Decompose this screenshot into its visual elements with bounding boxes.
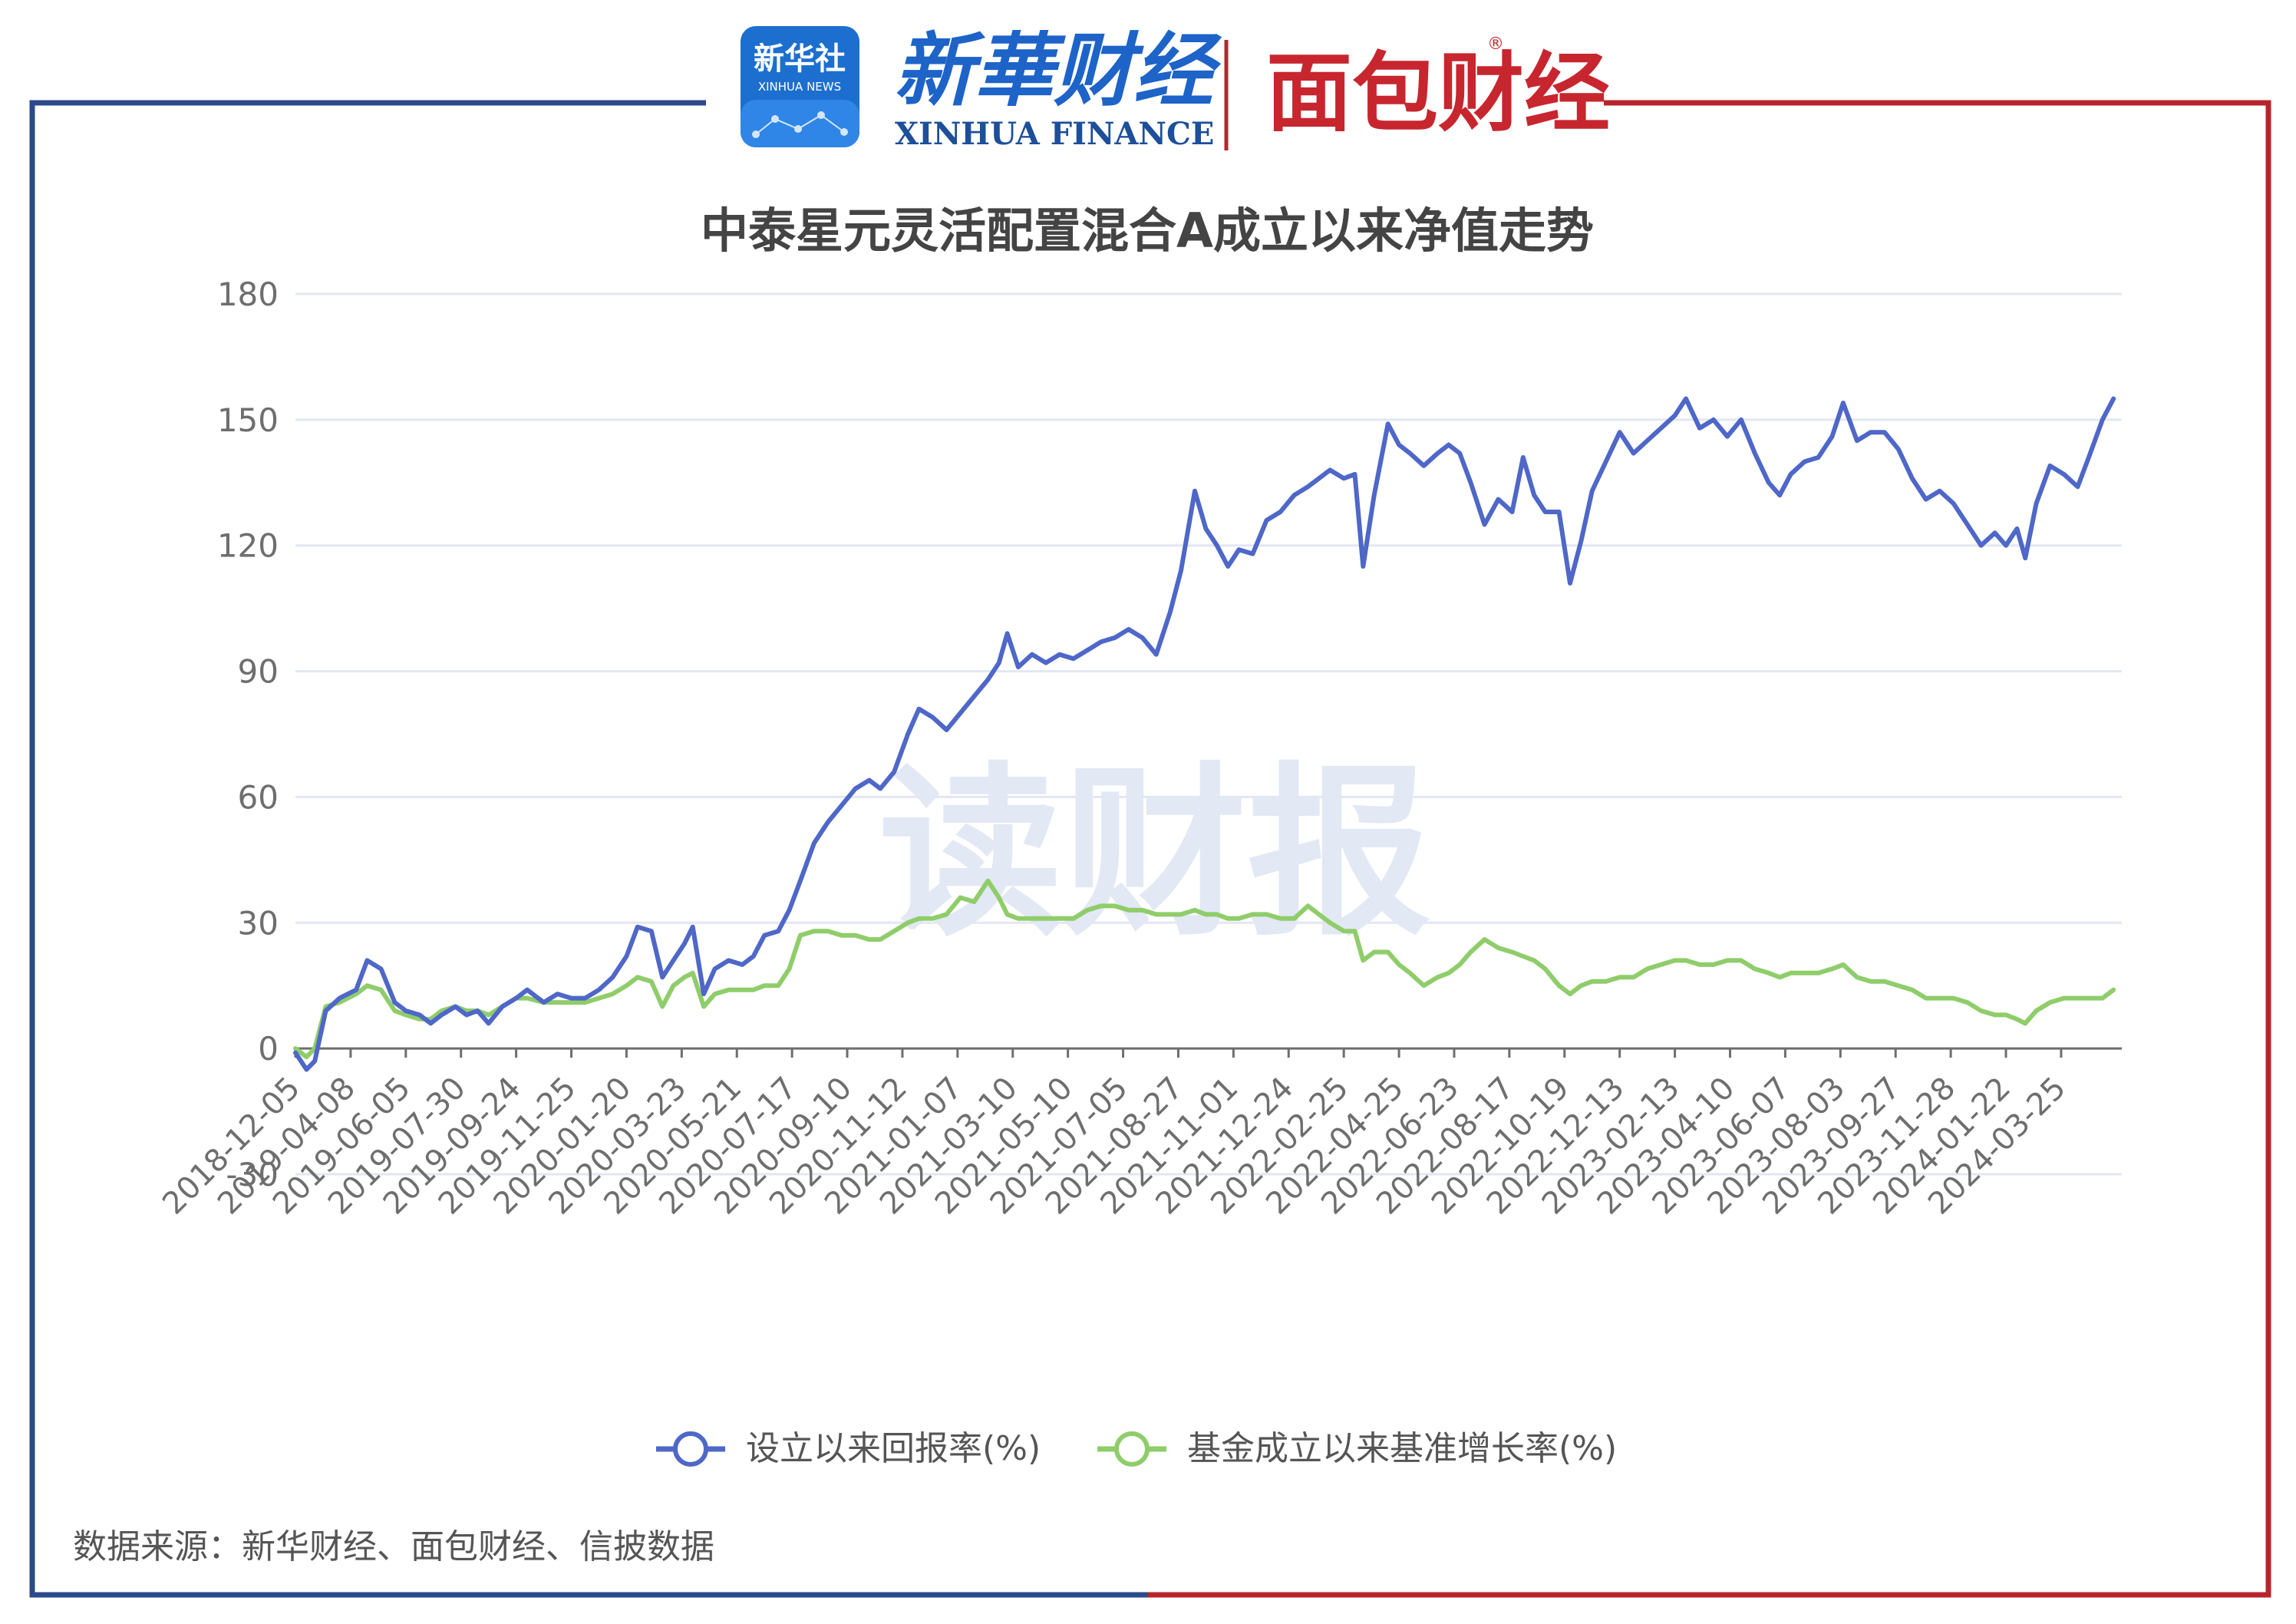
series-lines <box>293 396 2116 1072</box>
y-tick-label: -30 <box>226 1156 279 1193</box>
y-tick-label: 90 <box>238 653 279 691</box>
frame-left-border <box>29 100 1148 1598</box>
xinhua-finance-logo: 新華财经 XINHUA FINANCE <box>894 23 1222 152</box>
chart-title: 中泰星元灵活配置混合A成立以来净值走势 <box>701 203 1594 259</box>
series-line-benchmark <box>293 878 2116 1060</box>
y-tick-label: 0 <box>258 1030 279 1068</box>
y-tick-label: 30 <box>238 904 279 942</box>
series-line-return <box>293 396 2116 1072</box>
x-axis-ticks: 2018-12-052019-04-082019-06-052019-07-30… <box>156 1048 2073 1222</box>
xinhua-news-badge-text: 新华社 <box>754 41 846 77</box>
xinhua-news-logo: 新华社 XINHUA NEWS <box>741 26 859 147</box>
source-note: 数据来源：新华财经、面包财经、信披数据 <box>73 1527 714 1566</box>
xinhua-finance-en-text: XINHUA FINANCE <box>895 116 1214 152</box>
legend-label-benchmark: 基金成立以来基准增长率(%) <box>1187 1429 1617 1468</box>
y-tick-label: 60 <box>238 778 279 816</box>
y-tick-label: 120 <box>217 527 279 565</box>
legend-item-benchmark[interactable]: 基金成立以来基准增长率(%) <box>1097 1429 1617 1468</box>
y-tick-label: 150 <box>217 401 279 439</box>
xinhua-finance-cn-text: 新華财经 <box>894 23 1222 117</box>
frame-right-border <box>1148 100 2271 1598</box>
watermark: 读财报 <box>879 746 1431 961</box>
mianbao-logo-text: 面包财经 <box>1266 44 1610 144</box>
mianbao-finance-logo: 面包财经 ® <box>1266 35 1610 144</box>
legend-label-return: 设立以来回报率(%) <box>746 1429 1041 1468</box>
xinhua-news-sub-text: XINHUA NEWS <box>758 80 841 94</box>
y-axis-ticks: -30 0 30 60 90 120 150 180 <box>217 276 279 1193</box>
grid-lines <box>295 292 2122 1176</box>
registered-mark: ® <box>1487 35 1504 54</box>
y-tick-label: 180 <box>217 276 279 313</box>
legend: 设立以来回报率(%) 基金成立以来基准增长率(%) <box>656 1429 1617 1468</box>
legend-item-return[interactable]: 设立以来回报率(%) <box>656 1429 1041 1468</box>
